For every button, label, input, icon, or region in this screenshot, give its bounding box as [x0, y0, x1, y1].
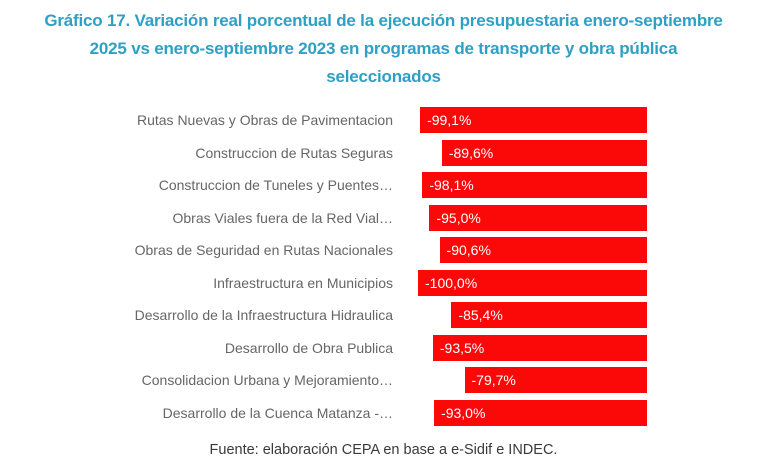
category-label: Desarrollo de Obra Publica [224, 339, 393, 356]
value-label: -95,0% [436, 209, 481, 226]
bar: -100,0% [418, 269, 647, 296]
bar: -95,0% [429, 204, 647, 231]
chart-row: Obras Viales fuera de la Red Vial… -95,0% [0, 204, 767, 231]
bar-track: -100,0% [418, 269, 647, 296]
chart-row: Desarrollo de Obra Publica -93,5% [0, 334, 767, 361]
value-label: -79,7% [471, 372, 516, 388]
bar-track: -90,6% [418, 237, 647, 263]
bar: -93,0% [434, 399, 647, 426]
bar-track: -93,0% [418, 399, 647, 426]
bar: -90,6% [439, 237, 647, 263]
category-label: Obras de Seguridad en Rutas Nacionales [134, 242, 393, 258]
bar-track: -99,1% [418, 107, 647, 133]
value-label: -98,1% [429, 177, 474, 193]
category-label: Construccion de Tuneles y Puentes… [158, 177, 393, 193]
category-label: Obras Viales fuera de la Red Vial… [172, 209, 394, 226]
bar: -85,4% [451, 302, 647, 328]
value-label: -89,6% [448, 144, 494, 161]
bar-track: -98,1% [418, 172, 647, 198]
value-label: -85,4% [458, 307, 503, 323]
value-label: -100,0% [425, 274, 478, 291]
chart-row: Obras de Seguridad en Rutas Nacionales -9… [0, 237, 767, 263]
chart-row: Desarrollo de la Cuenca Matanza -… -93,0% [0, 399, 767, 426]
value-label: -93,5% [439, 339, 485, 356]
chart-row: Construccion de Rutas Seguras -89,6% [0, 139, 767, 166]
bar: -93,5% [432, 334, 647, 361]
category-label: Infraestructura en Municipios [213, 274, 393, 291]
bar: -89,6% [441, 139, 647, 166]
bar-track: -95,0% [418, 204, 647, 231]
source-note: Fuente: elaboración CEPA en base a e-Sid… [209, 441, 558, 458]
bar-track: -85,4% [418, 302, 647, 328]
bar-track: -79,7% [418, 367, 647, 393]
bar-track: -89,6% [418, 139, 647, 166]
bar-track: -93,5% [418, 334, 647, 361]
chart-row: Desarrollo de la Infraestructura Hidraul… [0, 302, 767, 328]
category-label: Desarrollo de la Cuenca Matanza -… [162, 404, 393, 421]
chart-title: Gráfico 17. Variación real porcentual de… [44, 11, 723, 86]
value-label: -90,6% [446, 242, 491, 258]
bar: -99,1% [420, 107, 647, 133]
category-label: Consolidacion Urbana y Mejoramiento… [141, 372, 393, 388]
bar: -79,7% [464, 367, 647, 393]
chart-row: Rutas Nuevas y Obras de Pavimentacion -99… [0, 107, 767, 133]
chart-row: Consolidacion Urbana y Mejoramiento… -79,… [0, 367, 767, 393]
chart-row: Construccion de Tuneles y Puentes… -98,1% [0, 172, 767, 198]
chart-row: Infraestructura en Municipios -100,0% [0, 269, 767, 296]
value-label: -93,0% [441, 404, 486, 421]
value-label: -99,1% [427, 112, 472, 128]
category-label: Construccion de Rutas Seguras [195, 144, 393, 161]
bar-chart: Rutas Nuevas y Obras de Pavimentacion -99… [0, 107, 767, 426]
category-label: Desarrollo de la Infraestructura Hidraul… [134, 307, 393, 323]
bar: -98,1% [422, 172, 647, 198]
category-label: Rutas Nuevas y Obras de Pavimentacion [136, 112, 393, 128]
